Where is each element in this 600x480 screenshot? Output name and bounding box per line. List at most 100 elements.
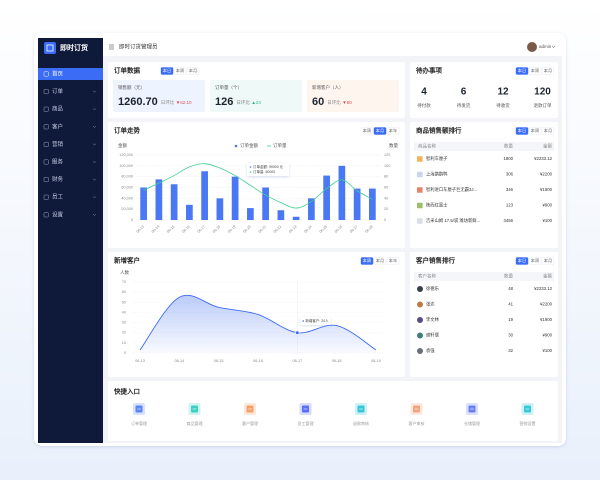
tooltip-text: 订单量: 50000 <box>253 169 275 174</box>
tab[interactable]: 本日 <box>518 257 526 264</box>
table-header: 客户名称 <box>418 273 436 280</box>
menu-item[interactable]: 营销 <box>52 140 64 148</box>
entry-label[interactable]: 营销设置 <box>520 420 536 426</box>
y-axis-label: 人数 <box>120 269 129 276</box>
y-tick-label: 120,000 <box>119 153 133 157</box>
entry-label[interactable]: 客户审核 <box>409 420 425 426</box>
product-ranking-card <box>410 122 558 248</box>
tab[interactable]: 本日 <box>518 127 526 134</box>
tab[interactable]: 本周 <box>363 127 371 134</box>
table-cell: 41 <box>508 302 513 307</box>
tab[interactable]: 本月 <box>544 67 552 74</box>
tab[interactable]: 本月 <box>544 257 552 264</box>
bar <box>308 198 315 220</box>
tab[interactable]: 本周 <box>531 127 539 134</box>
menu-item[interactable]: 首页 <box>52 69 64 77</box>
tab-bg[interactable] <box>528 257 542 265</box>
y2-tick-label: 120 <box>384 153 390 157</box>
x-tick-label: 06-21 <box>258 225 267 234</box>
tab-bg[interactable] <box>515 67 529 75</box>
menu-item[interactable]: 设置 <box>52 210 64 218</box>
tab[interactable]: 本月 <box>544 127 552 134</box>
tab-bg[interactable] <box>160 67 174 75</box>
x-tick-label: 06-23 <box>288 225 297 234</box>
tab-bg[interactable] <box>360 127 374 135</box>
entry-label[interactable]: 客户管理 <box>242 420 258 426</box>
menu-item[interactable]: 商品 <box>52 105 64 113</box>
tab-bg[interactable] <box>186 67 200 75</box>
table-cell: 3456 <box>503 218 513 223</box>
todo-value[interactable]: 120 <box>534 87 551 98</box>
tab-bg[interactable] <box>173 67 187 75</box>
table-cell: 123 <box>506 203 514 208</box>
todo-label: 待付款 <box>417 102 431 109</box>
x-tick-label: 06-18 <box>332 359 342 363</box>
table-header: 商品名称 <box>418 143 436 150</box>
bar <box>186 204 193 220</box>
tab[interactable]: 本月 <box>376 127 384 134</box>
tab-bg[interactable] <box>373 257 387 265</box>
menu-item[interactable]: 员工 <box>52 194 64 201</box>
tab[interactable]: 本周 <box>363 257 371 264</box>
entry-label[interactable]: 退款审核 <box>353 420 369 426</box>
menu-item[interactable]: 订单 <box>52 87 64 95</box>
tab[interactable]: 本月 <box>376 257 384 264</box>
customer-ranking-card <box>410 252 558 377</box>
entry-label[interactable]: 员工管理 <box>298 420 314 426</box>
tab[interactable]: 本年 <box>389 257 397 264</box>
tab-bg[interactable] <box>528 127 542 135</box>
tab[interactable]: 本周 <box>176 67 184 74</box>
tab[interactable]: 本年 <box>389 127 397 134</box>
metric-box <box>307 80 399 112</box>
table-cell: ¥100 <box>542 218 552 223</box>
metric-value: 60 <box>312 96 324 108</box>
logo-icon <box>44 42 56 54</box>
bar <box>277 210 285 220</box>
tab[interactable]: 本周 <box>531 257 539 264</box>
entry-label[interactable]: 仓储管理 <box>464 420 480 426</box>
todo-value[interactable]: 4 <box>421 87 427 98</box>
tab-bg[interactable] <box>386 127 400 135</box>
todo-label: 待收货 <box>496 102 510 109</box>
y-tick-label: 20 <box>122 331 126 335</box>
entry-label[interactable]: 订单管理 <box>131 420 147 426</box>
metric-change: ▼62.10 <box>176 100 192 105</box>
todo-value[interactable]: 12 <box>497 87 509 98</box>
menu-toggle[interactable] <box>109 44 114 50</box>
bar <box>216 198 224 220</box>
tab-bg[interactable] <box>515 257 529 265</box>
tab-bg[interactable] <box>541 127 555 135</box>
tab[interactable]: 本日 <box>163 67 171 74</box>
user-name[interactable]: admin <box>539 44 552 49</box>
tab[interactable]: 本周 <box>531 67 539 74</box>
product-thumb <box>417 202 423 209</box>
y-tick-label: 30 <box>122 321 126 325</box>
tab[interactable]: 本月 <box>189 67 197 74</box>
tab-bg[interactable] <box>528 67 542 75</box>
table-cell: 李文林 <box>426 316 440 323</box>
tab[interactable]: 本日 <box>518 67 526 74</box>
menu-item[interactable]: 财务 <box>52 175 64 183</box>
metric-compare-label: 日环比 <box>161 99 175 106</box>
y-tick-label: 0 <box>124 351 126 355</box>
avatar[interactable] <box>527 42 537 52</box>
menu-item[interactable]: 客户 <box>52 122 63 130</box>
entry-label[interactable]: 商品管理 <box>187 420 203 426</box>
todo-value[interactable]: 6 <box>461 87 467 98</box>
metric-label: 销售额（元） <box>118 84 145 91</box>
tab-bg[interactable] <box>515 127 529 135</box>
tab-bg[interactable] <box>386 257 400 265</box>
metric-value: 1260.70 <box>118 96 158 108</box>
tab-bg[interactable] <box>360 257 374 265</box>
bar <box>323 175 330 220</box>
metric-label: 新增客户（人） <box>312 84 344 91</box>
tab-bg[interactable] <box>541 257 555 265</box>
x-tick-label: 06-13 <box>135 359 145 363</box>
table-cell: 上海鹅鹅鸭 <box>426 171 448 178</box>
tab-bg[interactable] <box>373 127 387 135</box>
menu-icon <box>43 177 49 183</box>
menu-item[interactable]: 服务 <box>52 157 64 165</box>
card-title: 商品销售额排行 <box>416 126 462 135</box>
tab-bg[interactable] <box>541 67 555 75</box>
